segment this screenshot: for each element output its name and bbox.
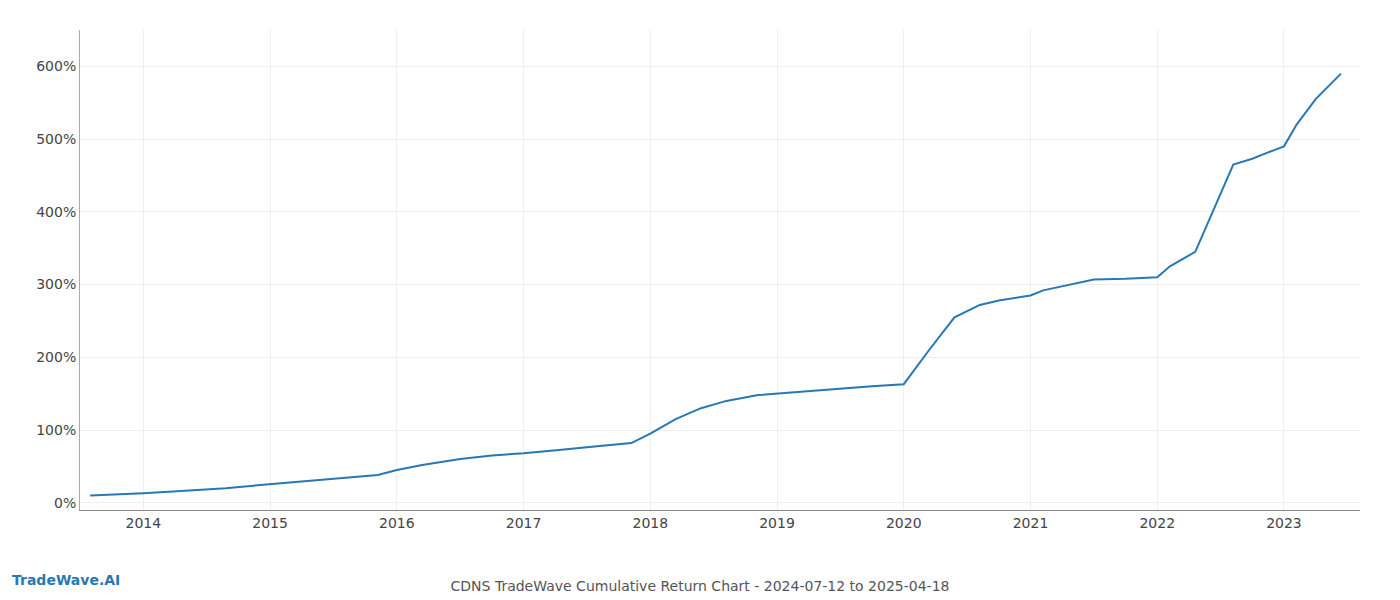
svg-text:CDNS TradeWave Cumulative Retu: CDNS TradeWave Cumulative Return Chart -… bbox=[451, 578, 950, 594]
svg-text:0%: 0% bbox=[54, 495, 76, 511]
svg-text:300%: 300% bbox=[36, 276, 76, 292]
svg-text:2014: 2014 bbox=[126, 515, 162, 531]
svg-text:2019: 2019 bbox=[759, 515, 795, 531]
svg-text:2015: 2015 bbox=[252, 515, 288, 531]
svg-text:2022: 2022 bbox=[1139, 515, 1175, 531]
svg-text:2021: 2021 bbox=[1013, 515, 1049, 531]
svg-text:2020: 2020 bbox=[886, 515, 922, 531]
svg-text:500%: 500% bbox=[36, 131, 76, 147]
svg-text:2023: 2023 bbox=[1266, 515, 1302, 531]
svg-text:100%: 100% bbox=[36, 422, 76, 438]
svg-text:2016: 2016 bbox=[379, 515, 415, 531]
svg-text:600%: 600% bbox=[36, 58, 76, 74]
svg-text:TradeWave.AI: TradeWave.AI bbox=[12, 572, 120, 588]
svg-text:400%: 400% bbox=[36, 204, 76, 220]
svg-text:200%: 200% bbox=[36, 349, 76, 365]
svg-text:2018: 2018 bbox=[632, 515, 668, 531]
svg-text:2017: 2017 bbox=[506, 515, 542, 531]
